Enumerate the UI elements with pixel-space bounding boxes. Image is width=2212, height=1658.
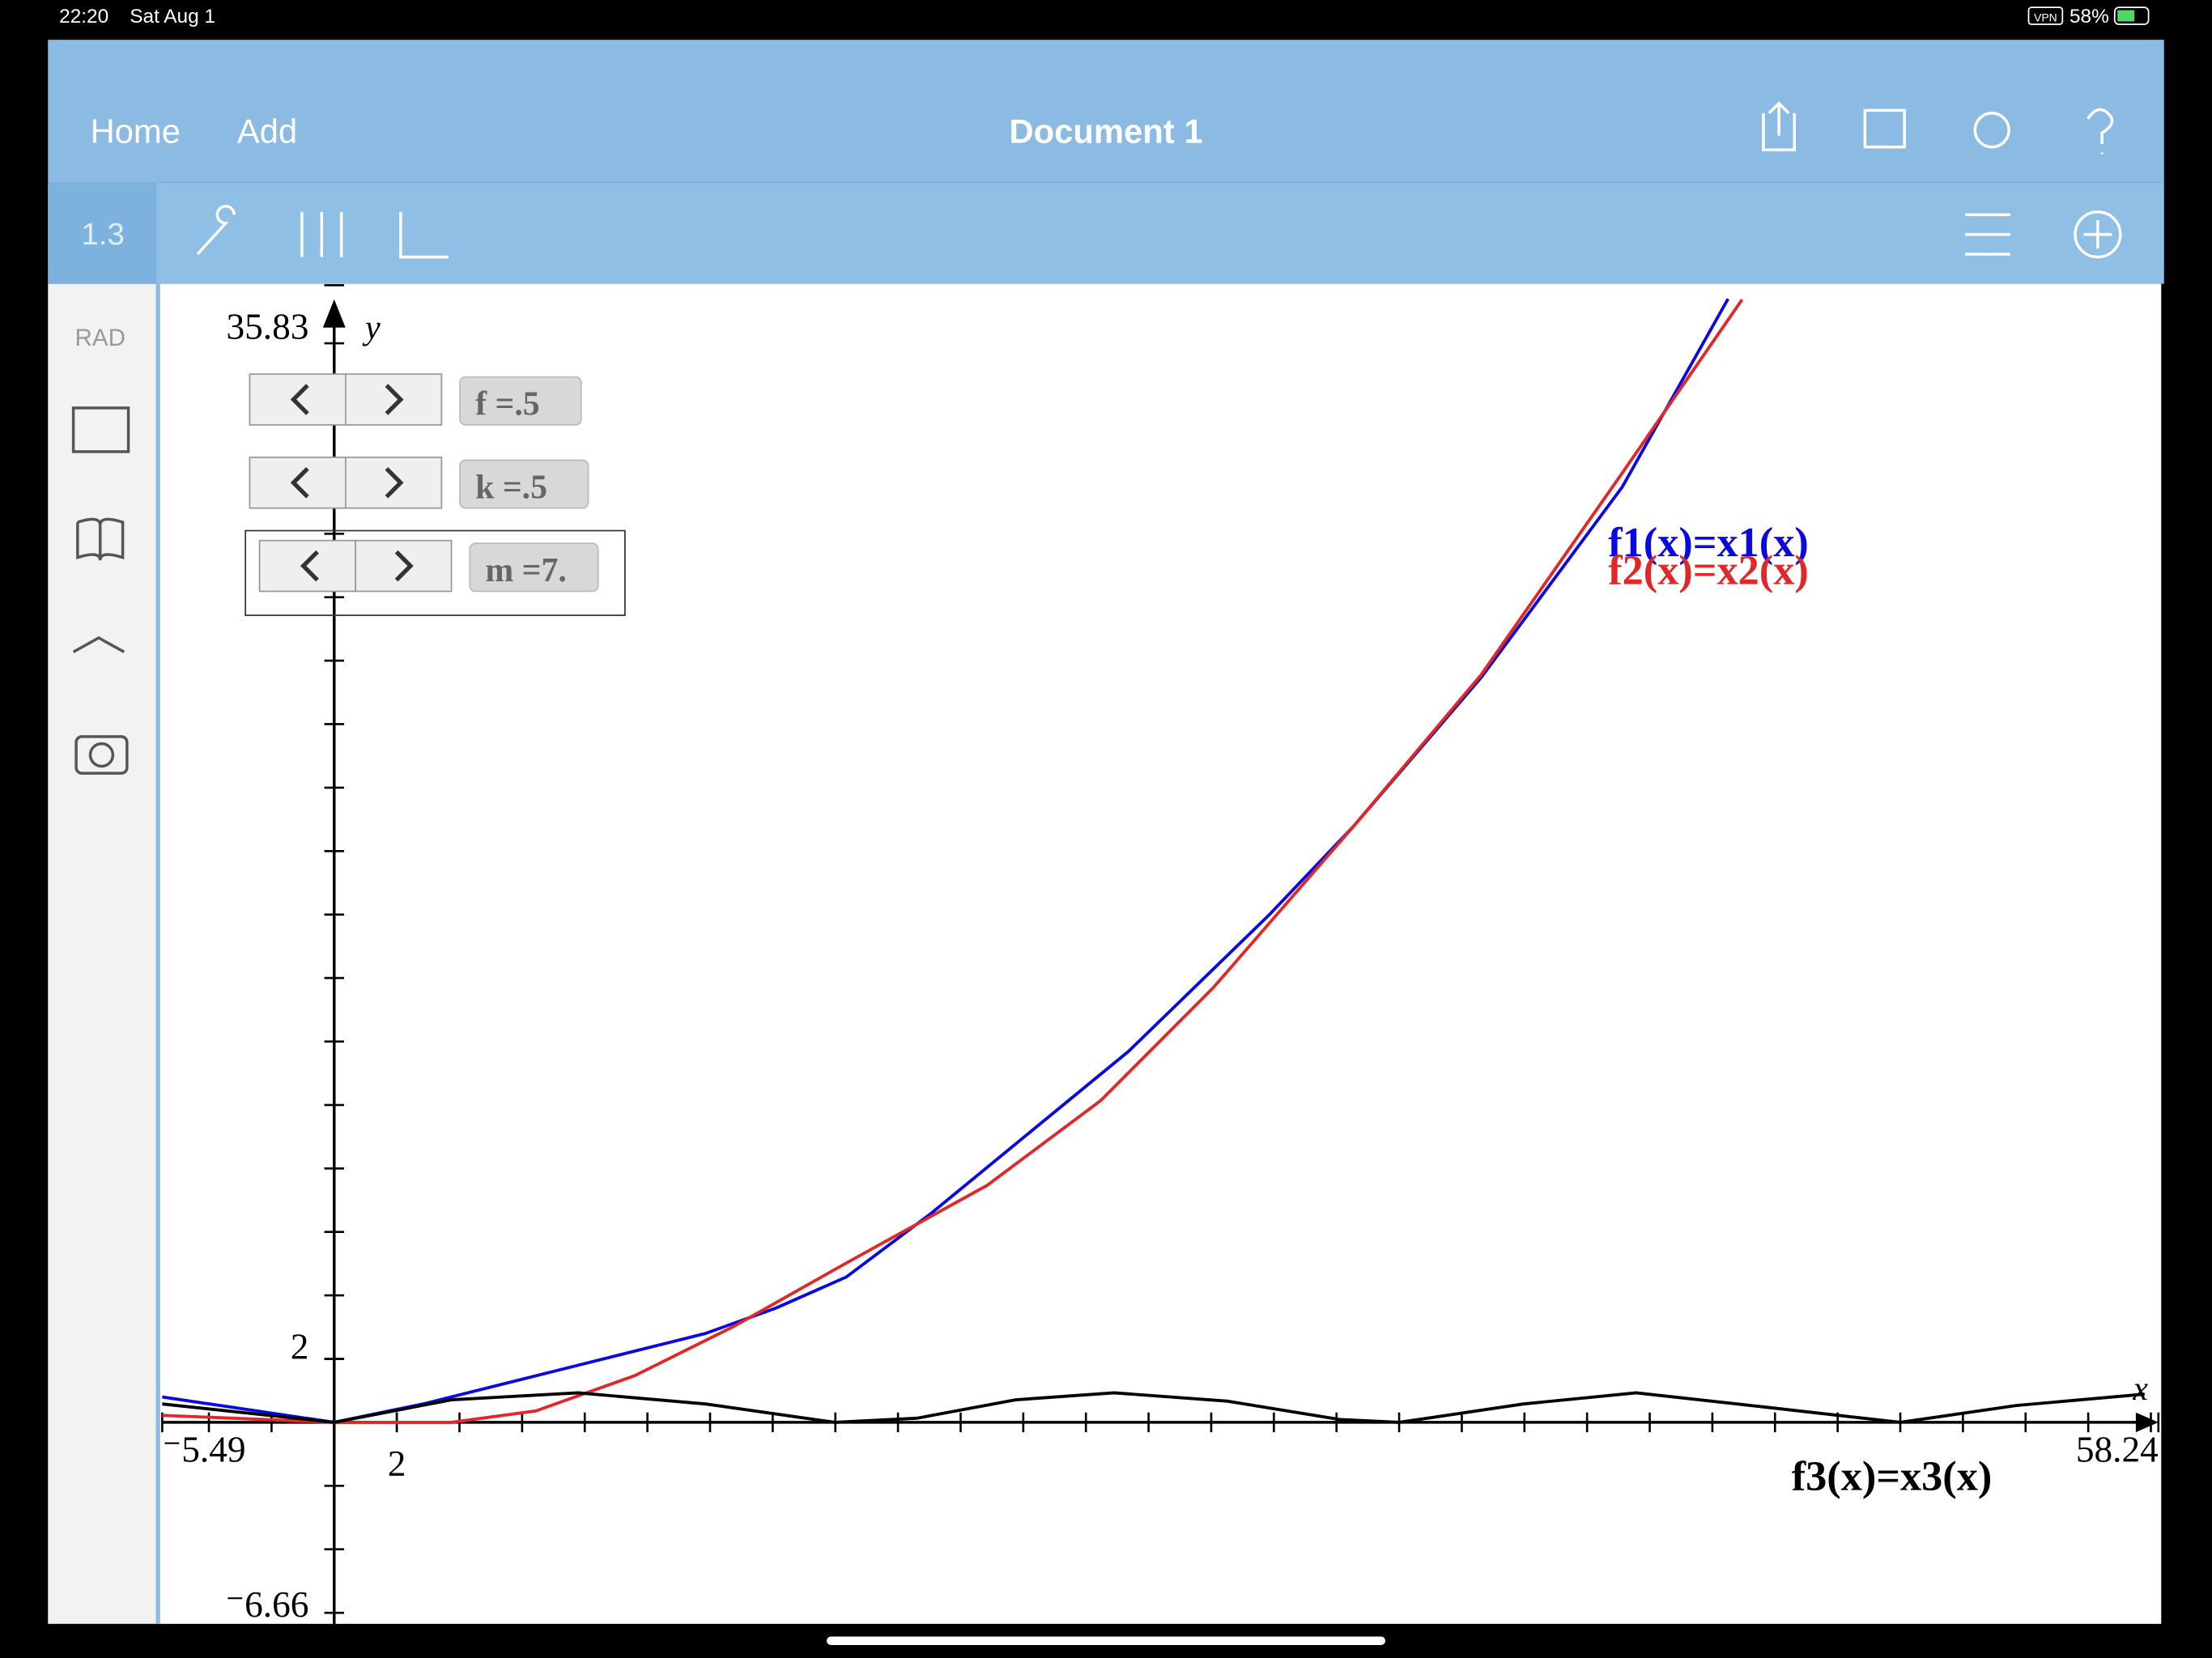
camera-icon[interactable]: [74, 735, 129, 775]
y-axis-label: y: [362, 310, 381, 347]
slider-left-button[interactable]: [249, 457, 347, 509]
slider-right-button[interactable]: [355, 539, 453, 593]
menu-icon[interactable]: [1965, 213, 2010, 256]
y-axis-arrow: [322, 299, 346, 328]
slider-value: k =.5: [475, 469, 547, 506]
y-tick-label: ⁻6.66: [225, 1584, 308, 1625]
angle-mode: RAD: [74, 325, 125, 351]
battery-text: 58%: [2069, 6, 2109, 28]
camera-lens: [88, 742, 115, 768]
add-page-plus: [2083, 220, 2112, 249]
home-button[interactable]: Home: [91, 112, 181, 150]
chevron-right: [394, 550, 414, 582]
x-tick-label: 2: [388, 1443, 406, 1484]
add-button[interactable]: Add: [237, 112, 297, 150]
slider-value-box: [459, 459, 589, 509]
page-tab-label: 1.3: [82, 217, 125, 252]
sidebar: [48, 283, 157, 1624]
slider-value: m =7.: [485, 552, 566, 589]
slider-focus-frame: [245, 529, 626, 616]
function-curve: [162, 298, 1744, 1424]
x-tick-label: ⁻5.49: [162, 1430, 245, 1470]
function-label: f2(x)=x2(x): [1608, 547, 1808, 594]
document-title: Document 1: [1009, 112, 1202, 150]
chevron-right: [385, 384, 404, 415]
slider-value-box: [469, 542, 599, 593]
layout-icon[interactable]: [71, 406, 130, 453]
vpn-label: VPN: [2034, 11, 2057, 24]
chevron-right: [385, 466, 404, 499]
function-curve: [162, 1391, 2145, 1424]
x-tick-label: 58.24: [2076, 1430, 2159, 1470]
battery-icon: [2113, 6, 2150, 25]
vpn-badge: [2027, 6, 2064, 25]
slider: f =.5: [249, 373, 582, 426]
doc-icon[interactable]: [1863, 108, 1906, 149]
slider-value: f =.5: [475, 386, 540, 423]
slider: m =7.: [258, 539, 599, 593]
slider-right-button[interactable]: [345, 373, 443, 426]
page-tab[interactable]: [48, 182, 157, 284]
y-tick-label: 35.83: [226, 307, 308, 347]
home-indicator: [827, 1636, 1385, 1645]
add-page-icon[interactable]: [2074, 210, 2122, 259]
slider: k =.5: [249, 457, 589, 509]
header-bar: [48, 40, 2164, 183]
function-label: f3(x)=x3(x): [1792, 1452, 1992, 1499]
tools-icon[interactable]: [196, 205, 236, 256]
undo-icon[interactable]: [72, 636, 125, 653]
graph-settings-icon[interactable]: [399, 211, 449, 259]
y-tick-label: 2: [291, 1327, 309, 1367]
slider-left-button[interactable]: [249, 373, 347, 426]
share-icon[interactable]: [1762, 101, 1797, 151]
chevron-left: [290, 384, 309, 415]
chevron-left: [290, 466, 309, 499]
book-icon[interactable]: [76, 517, 125, 561]
x-axis-arrow: [2135, 1412, 2159, 1433]
slider-left-button[interactable]: [258, 539, 356, 593]
chevron-left: [300, 550, 319, 582]
status-time: 22:20: [59, 6, 108, 28]
toolbar: [48, 182, 2164, 284]
settings-icon[interactable]: [1973, 112, 2010, 149]
sliders-icon[interactable]: [300, 211, 343, 257]
slider-right-button[interactable]: [345, 457, 443, 509]
x-axis-label: x: [2132, 1371, 2148, 1408]
slider-value-box: [459, 376, 582, 426]
battery-level: [2117, 10, 2135, 22]
function-label: f1(x)=x1(x): [1608, 519, 1808, 566]
help-icon[interactable]: [2087, 108, 2114, 155]
status-date: Sat Aug 1: [130, 6, 215, 28]
